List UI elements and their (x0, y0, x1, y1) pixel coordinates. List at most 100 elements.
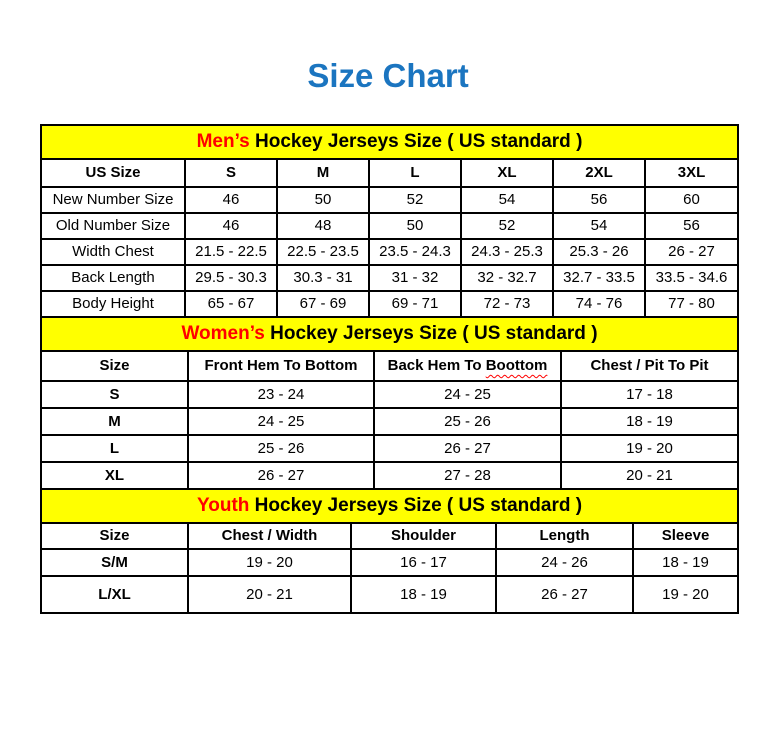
table-cell: 23 - 24 (187, 379, 375, 409)
table-cell: 24 - 25 (187, 406, 375, 436)
row-label: M (40, 406, 189, 436)
row-label: L (40, 433, 189, 463)
table-cell: 24 - 25 (373, 379, 562, 409)
table-cell: 24.3 - 25.3 (460, 237, 554, 266)
table-row: New Number Size 46 50 52 54 56 60 (40, 185, 740, 214)
table-cell: 19 - 20 (560, 433, 739, 463)
table-cell: 50 (368, 211, 462, 240)
table-row: S 23 - 24 24 - 25 17 - 18 (40, 379, 739, 409)
column-header: US Size (40, 157, 186, 188)
column-header: Front Hem To Bottom (187, 349, 375, 382)
table-cell: 52 (460, 211, 554, 240)
table-cell: 60 (643, 185, 740, 214)
table-cell: 72 - 73 (460, 289, 554, 318)
mens-table-title-row: Men’s Hockey Jerseys Size ( US standard … (39, 123, 740, 160)
column-header-row: Size Chest / Width Shoulder Length Sleeve (40, 521, 740, 550)
table-row: Back Length 29.5 - 30.3 30.3 - 31 31 - 32 32… (40, 263, 740, 292)
row-label: S (40, 379, 189, 409)
table-cell: 24 - 26 (495, 547, 634, 577)
table-cell: 31 - 32 (368, 263, 462, 292)
size-chart-page: Size Chart Men’s Hockey Jerseys Size ( U… (0, 56, 776, 614)
table-cell: 46 (184, 185, 278, 214)
row-label: Back Length (40, 263, 186, 292)
column-header: M (276, 157, 370, 188)
misspelled-word: Boottom (485, 357, 548, 375)
table-cell: 23.5 - 24.3 (368, 237, 462, 266)
mens-size-table: Men’s Hockey Jerseys Size ( US standard … (39, 123, 740, 318)
table-cell: 54 (552, 211, 646, 240)
table-cell: 19 - 20 (187, 547, 352, 577)
table-cell: 29.5 - 30.3 (184, 263, 278, 292)
youth-table-body: Size Chest / Width Shoulder Length Sleeve S/M… (40, 521, 740, 614)
table-row: XL 26 - 27 27 - 28 20 - 21 (40, 460, 739, 490)
column-header: Size (40, 521, 189, 550)
table-cell: 56 (552, 185, 646, 214)
table-cell: 21.5 - 22.5 (184, 237, 278, 266)
table-cell: 25 - 26 (187, 433, 375, 463)
table-cell: 77 - 80 (643, 289, 740, 318)
column-header: XL (460, 157, 554, 188)
table-cell: 25 - 26 (373, 406, 562, 436)
table-cell: 18 - 19 (350, 574, 497, 614)
table-cell: 26 - 27 (187, 460, 375, 490)
table-cell: 56 (643, 211, 740, 240)
row-label: XL (40, 460, 189, 490)
table-cell: 18 - 19 (631, 547, 740, 577)
table-cell: 25.3 - 26 (552, 237, 646, 266)
womens-title-rest: Hockey Jerseys Size ( US standard ) (264, 322, 598, 344)
row-label: Old Number Size (40, 211, 186, 240)
table-cell: 26 - 27 (373, 433, 562, 463)
column-header: Chest / Width (187, 521, 352, 550)
table-cell: 74 - 76 (552, 289, 646, 318)
table-row: L/XL 20 - 21 18 - 19 26 - 27 19 - 20 (40, 574, 740, 614)
table-cell: 20 - 21 (560, 460, 739, 490)
womens-table-title-row: Women’s Hockey Jerseys Size ( US standar… (40, 315, 739, 352)
table-cell: 46 (184, 211, 278, 240)
column-header: Sleeve (631, 521, 740, 550)
row-label: Body Height (40, 289, 186, 318)
table-cell: 18 - 19 (560, 406, 739, 436)
column-header: Chest / Pit To Pit (560, 349, 739, 382)
table-cell: 22.5 - 23.5 (276, 237, 370, 266)
table-row: M 24 - 25 25 - 26 18 - 19 (40, 406, 739, 436)
table-cell: 65 - 67 (184, 289, 278, 318)
mens-title-rest: Hockey Jerseys Size ( US standard ) (249, 130, 583, 152)
table-cell: 32.7 - 33.5 (552, 263, 646, 292)
table-cell: 20 - 21 (187, 574, 352, 614)
table-cell: 67 - 69 (276, 289, 370, 318)
table-cell: 26 - 27 (495, 574, 634, 614)
table-cell: 33.5 - 34.6 (643, 263, 740, 292)
table-row: Body Height 65 - 67 67 - 69 69 - 71 72 - 73 7… (40, 289, 740, 318)
table-row: S/M 19 - 20 16 - 17 24 - 26 18 - 19 (40, 547, 740, 577)
table-cell: 26 - 27 (643, 237, 740, 266)
womens-size-table: Women’s Hockey Jerseys Size ( US standar… (40, 315, 739, 490)
column-header: S (184, 157, 278, 188)
youth-table-title: Youth Hockey Jerseys Size ( US standard … (39, 487, 740, 524)
youth-title-rest: Hockey Jerseys Size ( US standard ) (249, 494, 583, 516)
mens-table-title: Men’s Hockey Jerseys Size ( US standard … (39, 123, 740, 160)
table-cell: 32 - 32.7 (460, 263, 554, 292)
page-title: Size Chart (307, 57, 469, 94)
column-header-text: Back Hem To (387, 357, 486, 375)
column-header: L (368, 157, 462, 188)
table-cell: 19 - 20 (631, 574, 740, 614)
table-cell: 54 (460, 185, 554, 214)
womens-table-title: Women’s Hockey Jerseys Size ( US standar… (40, 315, 739, 352)
youth-table-title-row: Youth Hockey Jerseys Size ( US standard … (39, 487, 740, 524)
column-header: Size (40, 349, 189, 382)
column-header: Back Hem To Boottom (373, 349, 562, 382)
table-cell: 16 - 17 (350, 547, 497, 577)
column-header: 2XL (552, 157, 646, 188)
womens-title-highlight: Women’s (181, 322, 265, 344)
table-row: Old Number Size 46 48 50 52 54 56 (40, 211, 740, 240)
youth-size-table: Youth Hockey Jerseys Size ( US standard … (39, 487, 740, 614)
column-header: 3XL (643, 157, 740, 188)
table-cell: 50 (276, 185, 370, 214)
table-row: Width Chest 21.5 - 22.5 22.5 - 23.5 23.5 - … (40, 237, 740, 266)
table-cell: 30.3 - 31 (276, 263, 370, 292)
table-cell: 69 - 71 (368, 289, 462, 318)
table-cell: 48 (276, 211, 370, 240)
tables-container: Men’s Hockey Jerseys Size ( US standard … (39, 123, 740, 614)
mens-title-highlight: Men’s (196, 130, 250, 152)
table-row: L 25 - 26 26 - 27 19 - 20 (40, 433, 739, 463)
